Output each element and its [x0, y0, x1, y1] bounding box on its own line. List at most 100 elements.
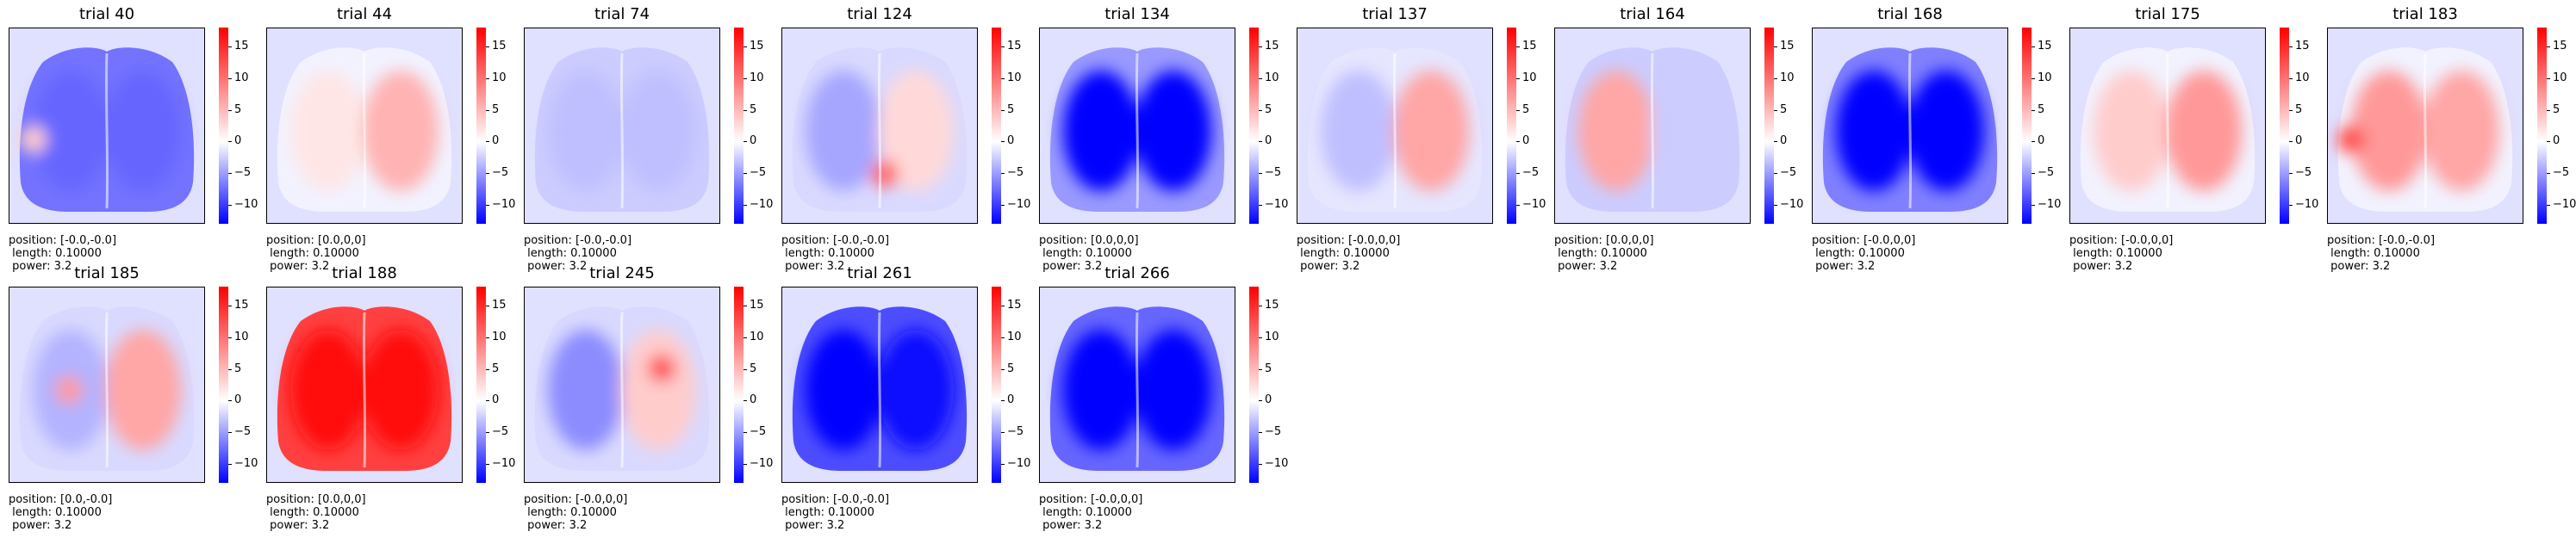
right-hemisphere-activity [363, 330, 439, 450]
colorbar-tick-label: −5 [1265, 166, 1282, 180]
axes-frame [1297, 28, 1493, 224]
caption-line: power: 3.2 [2069, 260, 2133, 273]
colorbar-tick [744, 173, 747, 175]
colorbar-tick [228, 368, 232, 370]
colorbar-tick [1001, 337, 1005, 338]
colorbar-tick-label: −5 [1780, 166, 1797, 180]
colorbar-tick-label: 15 [2295, 40, 2310, 53]
colorbar-tick-label: −10 [492, 197, 516, 211]
colorbar-tick [1516, 173, 1520, 175]
colorbar-tick [228, 400, 232, 402]
colorbar-tick [1259, 141, 1262, 143]
colorbar-tick [228, 141, 232, 143]
colorbar-tick [1001, 77, 1005, 79]
colorbar-tick-label: 5 [1522, 102, 1530, 116]
panel-caption: position: [-0.0,0,0] length: 0.10000 pow… [1039, 493, 1142, 532]
axes-frame [266, 287, 463, 483]
right-hemisphere-activity [105, 71, 181, 191]
midline [877, 312, 882, 468]
caption-line: length: 0.10000 [524, 506, 617, 519]
colorbar-tick [228, 77, 232, 79]
midline [104, 53, 109, 209]
colorbar-tick [1259, 46, 1262, 48]
colorbar-tick-label: 15 [2038, 40, 2052, 53]
left-hemisphere-activity [33, 71, 109, 191]
colorbar-tick-label: −5 [2553, 166, 2570, 180]
left-hemisphere-activity [1063, 71, 1139, 191]
caption-line: length: 0.10000 [1554, 247, 1647, 260]
colorbar [992, 28, 1001, 224]
colorbar-tick [1774, 141, 1777, 143]
colorbar-tick [486, 173, 489, 175]
panel-caption: position: [-0.0,-0.0] length: 0.10000 po… [781, 493, 889, 532]
colorbar-tick-label: 15 [1007, 299, 1022, 312]
heatmap-image [524, 28, 720, 224]
activity-spot [19, 126, 47, 153]
colorbar-tick-label: 10 [1007, 71, 1022, 84]
axes-frame [9, 287, 205, 483]
colorbar-tick-label: −10 [1265, 456, 1289, 470]
colorbar-tick-label: 10 [1265, 330, 1279, 343]
colorbar-tick-label: −5 [492, 166, 509, 180]
colorbar-tick-label: 15 [2553, 40, 2567, 53]
colorbar-tick-label: 0 [1007, 134, 1015, 148]
panel-title: trial 183 [2392, 5, 2458, 23]
colorbar [476, 28, 486, 224]
heatmap-image [266, 287, 463, 483]
right-hemisphere-activity [878, 330, 954, 450]
colorbar-tick-label: 0 [1007, 393, 1015, 407]
right-hemisphere-activity [105, 330, 181, 450]
colorbar-tick-label: 15 [1780, 40, 1795, 53]
colorbar-tick [1259, 432, 1262, 434]
colorbar-tick [744, 46, 747, 48]
right-hemisphere-activity [1136, 330, 1211, 450]
colorbar-tick-label: 10 [1522, 71, 1537, 84]
caption-line: length: 0.10000 [524, 247, 617, 260]
colorbar-tick [1259, 337, 1262, 338]
midline [1135, 53, 1140, 209]
colorbar-tick [228, 337, 232, 338]
colorbar-tick-label: 15 [492, 299, 507, 312]
axes-frame [1554, 28, 1751, 224]
colorbar-tick [1516, 109, 1520, 111]
panel-title: trial 40 [78, 5, 135, 23]
left-hemisphere-activity [290, 71, 366, 191]
caption-line: length: 0.10000 [266, 247, 359, 260]
colorbar-tick-label: −10 [1007, 197, 1031, 211]
colorbar-tick-label: 15 [1522, 40, 1537, 53]
caption-line: power: 3.2 [266, 260, 330, 273]
colorbar-tick [2547, 204, 2550, 206]
colorbar-tick [1516, 77, 1520, 79]
right-hemisphere-activity [363, 71, 439, 191]
colorbar-tick [1774, 109, 1777, 111]
panel-caption: position: [-0.0,-0.0] length: 0.10000 po… [9, 234, 116, 273]
caption-line: length: 0.10000 [266, 506, 359, 519]
colorbar-tick [744, 109, 747, 111]
right-hemisphere-activity [1393, 71, 1469, 191]
colorbar-tick-label: −5 [1522, 166, 1540, 180]
colorbar-tick-label: −10 [1522, 197, 1546, 211]
panel-caption: position: [-0.0,0,0] length: 0.10000 pow… [2069, 234, 2173, 273]
colorbar-tick-label: 5 [492, 102, 500, 116]
colorbar-tick [744, 463, 747, 465]
left-hemisphere-activity [806, 71, 881, 191]
panel-caption: position: [-0.0,0,0] length: 0.10000 pow… [1297, 234, 1400, 273]
colorbar [734, 28, 744, 224]
colorbar-tick [2032, 141, 2035, 143]
colorbar-tick-label: 0 [750, 134, 757, 148]
axes-frame [781, 28, 978, 224]
axes-frame [1039, 28, 1235, 224]
caption-line: position: [-0.0,-0.0] [2327, 234, 2436, 247]
colorbar-tick-label: 0 [2038, 134, 2045, 148]
colorbar-tick [2289, 141, 2293, 143]
colorbar-tick [2289, 173, 2293, 175]
colorbar-tick-label: 15 [750, 40, 764, 53]
axes-frame [2327, 28, 2523, 224]
panel-caption: position: [-0.0,-0.0] length: 0.10000 po… [2327, 234, 2435, 273]
colorbar-tick [744, 77, 747, 79]
colorbar-tick [1001, 432, 1005, 434]
colorbar [1249, 287, 1259, 483]
caption-line: length: 0.10000 [1039, 247, 1132, 260]
colorbar-tick [1001, 204, 1005, 206]
panel-title: trial 134 [1104, 5, 1170, 23]
